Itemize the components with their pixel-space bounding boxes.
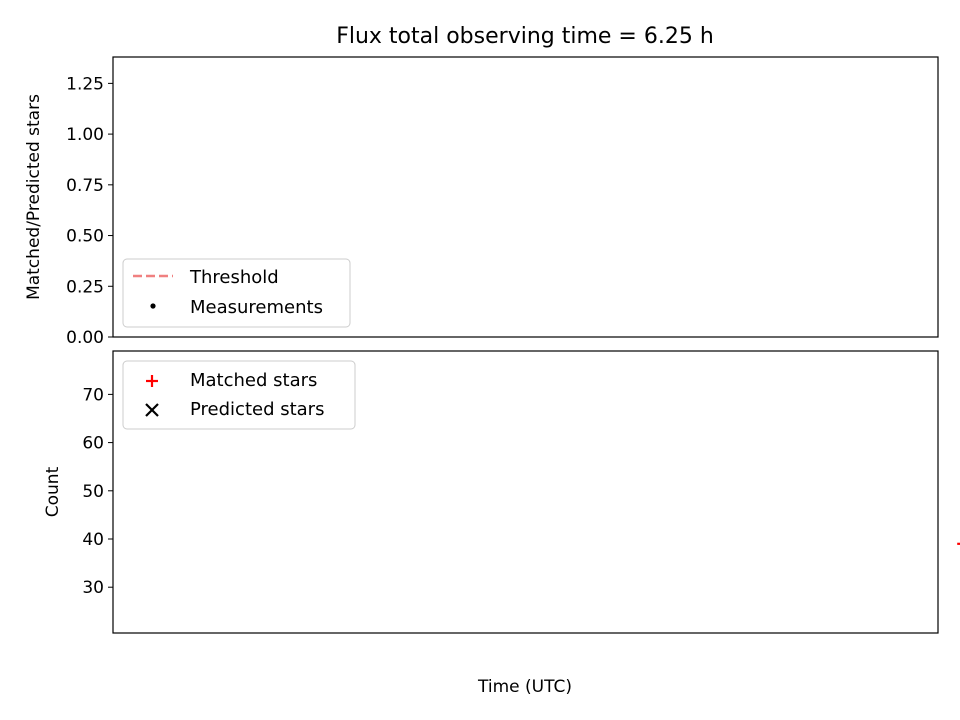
top-y-tick-label: 0.00 (66, 328, 104, 348)
bottom-legend-box (122, 360, 356, 430)
legend-predicted-swatch (145, 403, 159, 417)
top-legend-box (122, 258, 351, 328)
bottom-y-tick-label: 30 (82, 578, 104, 598)
top-y-tick-label: 1.25 (66, 74, 104, 94)
ratio-plot-frame (112, 56, 939, 338)
x-axis-label: Time (UTC) (477, 677, 572, 697)
chart-title: Flux total observing time = 6.25 h (336, 24, 714, 49)
matched-star-points (957, 542, 960, 545)
legend-matched-swatch (146, 375, 158, 387)
bottom-legend: Matched stars Predicted stars (122, 360, 356, 430)
count-plot-frame (112, 350, 939, 634)
top-y-tick-label: 0.75 (66, 176, 104, 196)
count-panel: 20:0021:0022:0023:0000:0001:0002:0003:00… (43, 350, 960, 697)
top-y-tick-label: 1.00 (66, 125, 104, 145)
matched-star-point (957, 542, 960, 545)
legend-measurements-swatch (150, 303, 156, 309)
legend-threshold-label: Threshold (189, 267, 279, 288)
top-y-tick-label: 0.50 (66, 227, 104, 247)
top-y-axis-label: Matched/Predicted stars (24, 94, 44, 300)
top-legend: Threshold Measurements (122, 258, 351, 328)
top-y-tick-label: 0.25 (66, 277, 104, 297)
bottom-y-tick-label: 60 (82, 434, 104, 454)
legend-matched-label: Matched stars (190, 370, 317, 391)
bottom-y-ticks: 30 40 50 60 70 (82, 385, 113, 598)
bottom-y-axis-label: Count (43, 466, 63, 517)
legend-predicted-label: Predicted stars (190, 399, 324, 420)
bottom-y-tick-label: 40 (82, 530, 104, 550)
top-y-ticks: 0.00 0.25 0.50 0.75 1.00 1.25 (66, 74, 113, 348)
bottom-y-tick-label: 50 (82, 482, 104, 502)
ratio-panel: 0.00 0.25 0.50 0.75 1.00 1.25 Matched/Predict… (24, 56, 939, 348)
bottom-y-tick-label: 70 (82, 385, 104, 405)
legend-measurements-label: Measurements (190, 297, 323, 318)
